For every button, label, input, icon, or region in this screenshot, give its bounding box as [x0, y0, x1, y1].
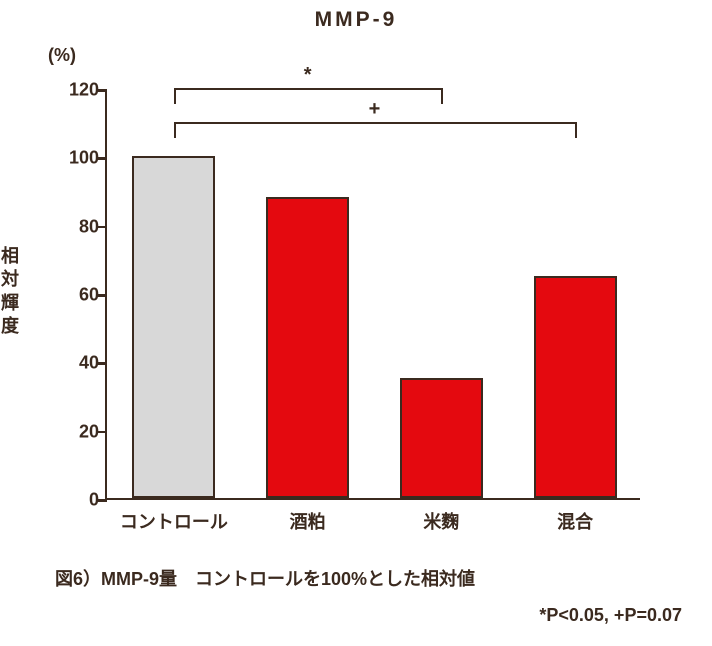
y-tick-label: 120 [55, 80, 99, 101]
y-axis-label-char: 輝 [0, 292, 20, 315]
unit-label: (%) [48, 45, 76, 66]
y-axis-label-char: 度 [0, 315, 20, 338]
bar [132, 156, 215, 498]
y-tick-label: 40 [55, 353, 99, 374]
bar [534, 276, 617, 498]
p-value-note: *P<0.05, +P=0.07 [539, 605, 682, 626]
y-tick-mark [98, 157, 107, 160]
x-tick-label: 酒粕 [241, 508, 375, 534]
y-tick-label: 80 [55, 216, 99, 237]
x-tick-label: 米麴 [375, 508, 509, 534]
significance-bracket [174, 122, 575, 124]
y-tick-mark [98, 89, 107, 92]
y-tick-label: 0 [55, 490, 99, 511]
significance-bracket-drop [441, 88, 443, 104]
significance-symbol: + [369, 98, 381, 121]
y-tick-mark [98, 499, 107, 502]
y-tick-mark [98, 294, 107, 297]
x-tick-label: 混合 [508, 508, 642, 534]
x-tick-label: コントロール [107, 508, 241, 534]
y-tick-label: 100 [55, 148, 99, 169]
significance-bracket [174, 88, 442, 90]
significance-bracket-drop [575, 122, 577, 138]
bar [266, 197, 349, 498]
y-axis-label: 相対輝度 [0, 245, 20, 339]
y-axis-label-char: 対 [0, 268, 20, 291]
y-tick-mark [98, 226, 107, 229]
plot-area: 020406080100120コントロール酒粕米麴混合*+ [105, 90, 640, 500]
figure-caption: 図6）MMP-9量 コントロールを100%とした相対値 [55, 565, 475, 591]
significance-symbol: * [304, 64, 312, 87]
y-axis-label-char: 相 [0, 245, 20, 268]
bar [400, 378, 483, 498]
y-tick-label: 60 [55, 285, 99, 306]
significance-bracket-drop [174, 122, 176, 138]
y-tick-label: 20 [55, 421, 99, 442]
y-tick-mark [98, 431, 107, 434]
chart-title: MMP-9 [0, 8, 712, 32]
y-tick-mark [98, 362, 107, 365]
significance-bracket-drop [174, 88, 176, 104]
